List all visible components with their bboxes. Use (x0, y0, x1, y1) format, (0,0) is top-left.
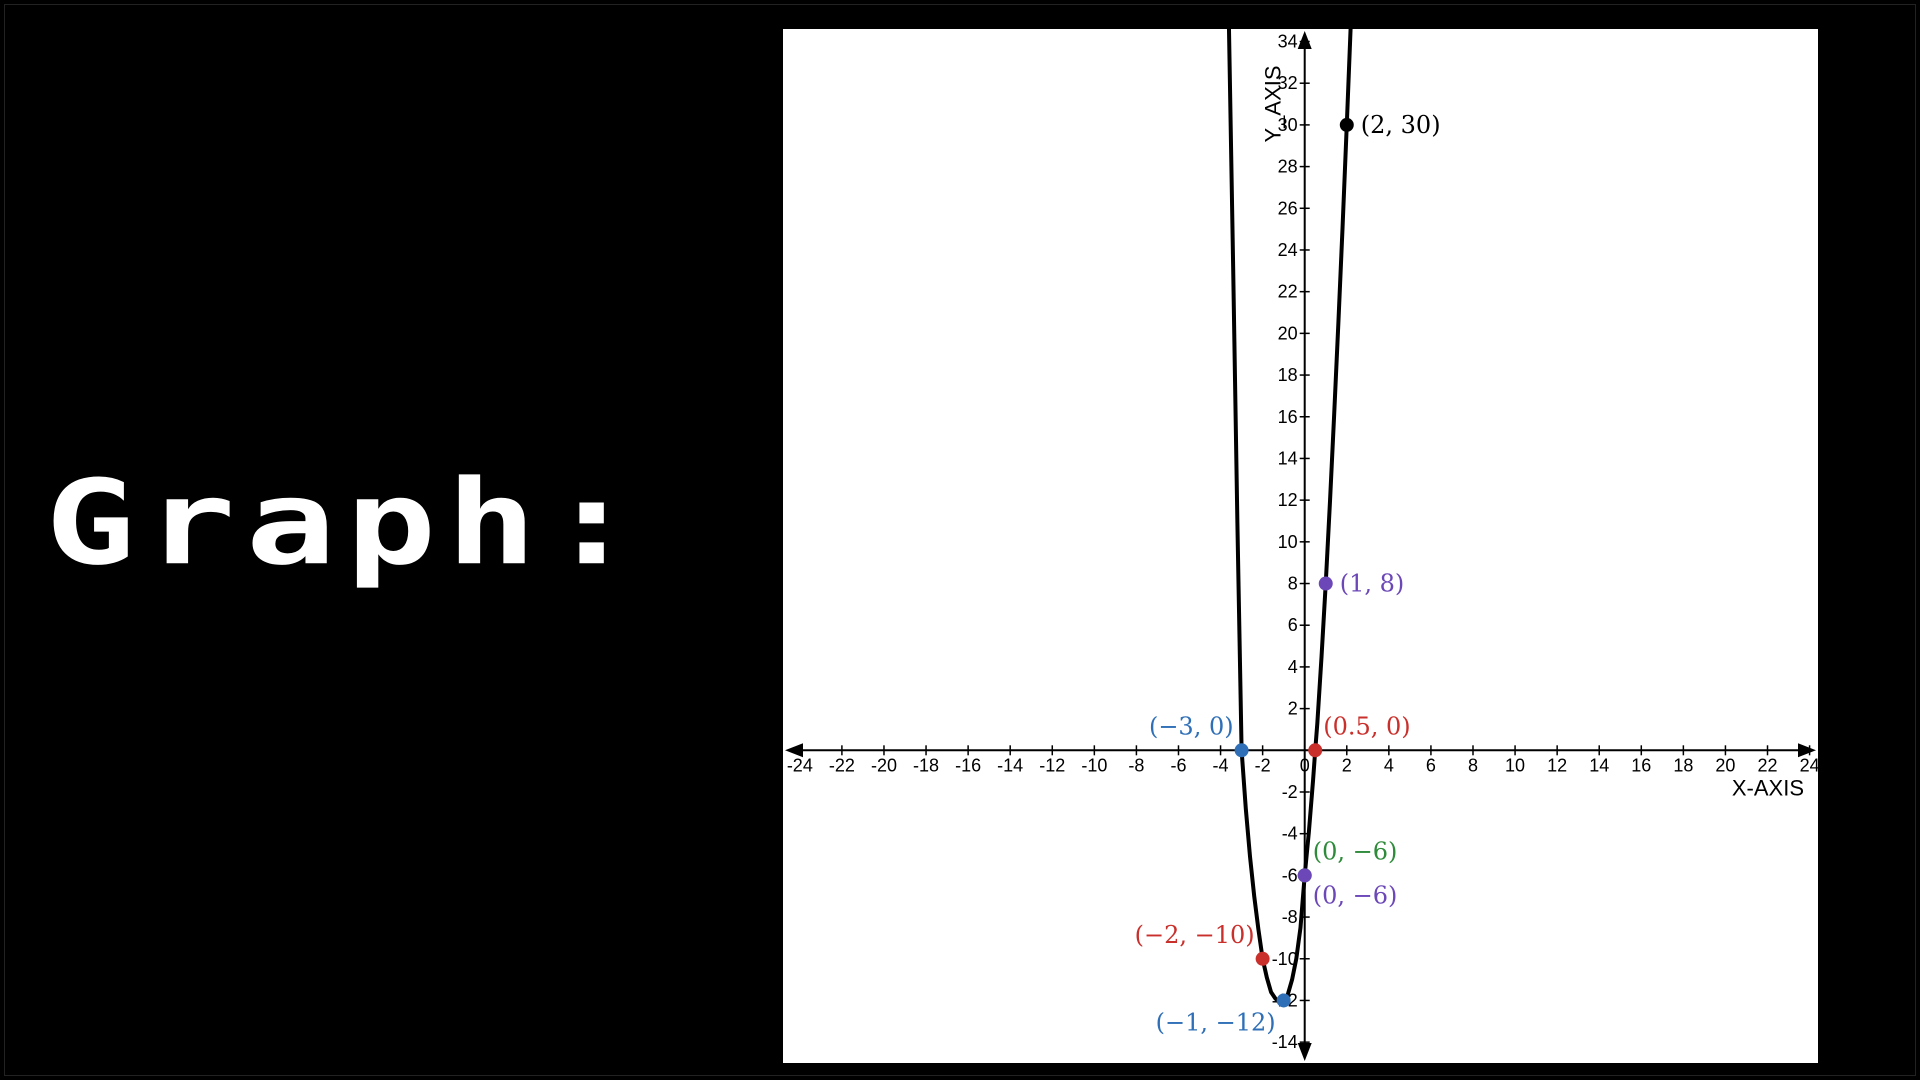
y-tick-label: 28 (1278, 157, 1298, 177)
y-tick-label: 24 (1278, 240, 1298, 260)
y-tick-label: 16 (1278, 407, 1298, 427)
x-tick-label: 8 (1468, 755, 1478, 775)
y-tick-label: -6 (1282, 865, 1298, 885)
y-axis-title: Y_AXIS (1261, 65, 1286, 142)
x-tick-label: 20 (1715, 755, 1735, 775)
function-plot: -24 -22 -20 -18 -16 -14 -12 -10 -8 -6 -4 -2 0 2 4 6 8 10 1… (785, 29, 1818, 1061)
x-tick-label: -4 (1213, 755, 1229, 775)
x-tick-label: -10 (1081, 755, 1107, 775)
point-label: (0, −6) (1313, 881, 1398, 909)
x-tick-label: 10 (1505, 755, 1525, 775)
x-tick-label: -22 (829, 755, 855, 775)
y-tick-label: 18 (1278, 365, 1298, 385)
y-tick-label: 2 (1288, 699, 1298, 719)
data-point (1234, 743, 1249, 758)
x-tick-label: 4 (1384, 755, 1394, 775)
slide-frame: Graph: -24 -22 -20 -18 -16 -14 -12 -10 -8 -6 -4 -2 0… (4, 4, 1916, 1076)
x-tick-label: -12 (1039, 755, 1065, 775)
x-tick-label: 24 (1800, 755, 1818, 775)
y-tick-label: 20 (1278, 323, 1298, 343)
point-label: (1, 8) (1340, 570, 1405, 598)
y-tick-label: -4 (1282, 824, 1298, 844)
x-tick-label: 2 (1342, 755, 1352, 775)
point-label: (0.5, 0) (1323, 712, 1410, 740)
y-tick-label: 12 (1278, 490, 1298, 510)
x-tick-label: 18 (1673, 755, 1693, 775)
x-tick-label: 0 (1300, 755, 1310, 775)
y-tick-label: 34 (1278, 32, 1298, 52)
x-tick-label: 16 (1631, 755, 1651, 775)
y-tick-label: -14 (1272, 1032, 1298, 1052)
y-axis-arrow-down (1297, 1043, 1312, 1061)
y-tick-label: -2 (1282, 782, 1298, 802)
data-point (1339, 117, 1354, 132)
x-tick-label: -6 (1170, 755, 1186, 775)
x-tick-label: 6 (1426, 755, 1436, 775)
graph-heading: Graph: (45, 455, 647, 592)
x-axis-arrow-left (785, 743, 803, 758)
y-tick-label: -10 (1272, 949, 1298, 969)
point-label: (0, −6) (1313, 837, 1398, 865)
y-tick-label: 10 (1278, 532, 1298, 552)
x-axis-arrow-right (1798, 743, 1816, 758)
x-tick-label: -18 (913, 755, 939, 775)
y-tick-label: 32 (1278, 73, 1298, 93)
plot-panel: -24 -22 -20 -18 -16 -14 -12 -10 -8 -6 -4 -2 0 2 4 6 8 10 1… (783, 29, 1818, 1063)
x-tick-label: -2 (1255, 755, 1271, 775)
point-label: (−2, −10) (1135, 921, 1255, 949)
data-point (1318, 576, 1333, 591)
x-tick-label: 12 (1547, 755, 1567, 775)
data-point (1276, 993, 1291, 1008)
x-tick-label: 14 (1589, 755, 1609, 775)
x-tick-label: -20 (871, 755, 897, 775)
data-point (1255, 951, 1270, 966)
point-label: (−1, −12) (1156, 1008, 1276, 1036)
x-tick-label: -14 (997, 755, 1023, 775)
x-tick-label: -16 (955, 755, 981, 775)
y-tick-label: -8 (1282, 907, 1298, 927)
y-tick-label: 4 (1288, 657, 1298, 677)
y-axis-arrow-up (1297, 31, 1312, 49)
y-tick-label: 26 (1278, 198, 1298, 218)
y-tick-label: 22 (1278, 282, 1298, 302)
x-tick-label: -24 (787, 755, 813, 775)
point-label: (2, 30) (1361, 111, 1441, 139)
x-tick-label: 22 (1757, 755, 1777, 775)
data-point (1297, 868, 1312, 883)
y-tick-label: 8 (1288, 574, 1298, 594)
data-point (1308, 743, 1323, 758)
function-curve (1226, 29, 1353, 1005)
point-label: (−3, 0) (1149, 712, 1234, 740)
y-tick-label: 14 (1278, 448, 1298, 468)
y-tick-label: 6 (1288, 615, 1298, 635)
x-tick-label: -8 (1128, 755, 1144, 775)
x-axis-title: X-AXIS (1732, 775, 1804, 800)
y-tick-label: 30 (1278, 115, 1298, 135)
